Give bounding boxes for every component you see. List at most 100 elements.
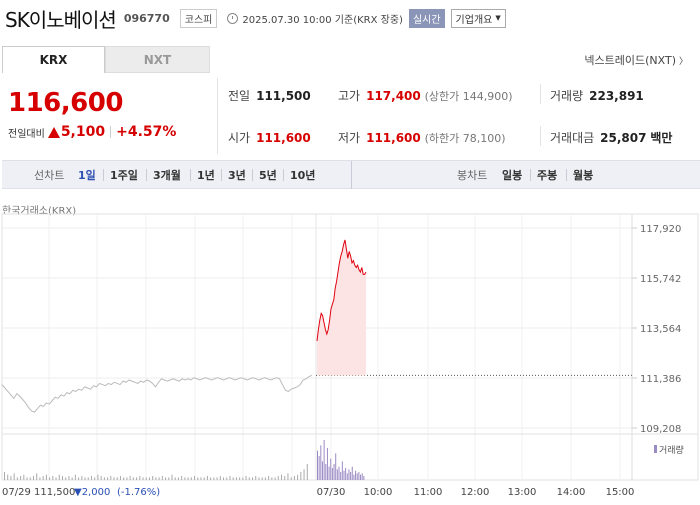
volume-bar (194, 476, 196, 480)
data-source: 한국거래소(KRX) (2, 206, 77, 217)
volume-bar (20, 476, 22, 480)
volume-bar (161, 476, 163, 480)
volume-bars (4, 440, 365, 480)
volume-bar (197, 477, 199, 480)
nxt-link[interactable]: 넥스트레이드(NXT) 〉 (584, 52, 688, 68)
volume-bar (97, 474, 99, 480)
candle-weekly[interactable]: 주봉 (537, 169, 558, 182)
stat-volume: 거래량 223,891 (550, 87, 644, 104)
period-3y[interactable]: 3년 (228, 169, 246, 182)
chevron-right-icon: 〉 (678, 57, 688, 67)
stat-high: 고가 117,400 (상한가 144,900) (338, 87, 513, 104)
volume-bar (171, 474, 173, 480)
volume-bar (90, 476, 92, 480)
volume-bar (268, 476, 270, 480)
volume-bar (65, 477, 67, 480)
volume-bar (126, 477, 128, 480)
x-tick-label: 12:00 (461, 487, 490, 498)
volume-bar (71, 477, 73, 480)
period-3m[interactable]: 3개월 (153, 169, 181, 182)
volume-bar (139, 476, 141, 480)
volume-bar (200, 477, 202, 480)
volume-bar (353, 474, 355, 480)
volume-bar (229, 476, 231, 480)
volume-bar (306, 464, 308, 480)
tab-krx[interactable]: KRX (2, 46, 105, 73)
stat-value: 117,400 (366, 89, 421, 103)
volume-bar (264, 477, 266, 480)
stat-low: 저가 111,600 (하한가 78,100) (338, 129, 506, 146)
x-tick-label: 13:00 (508, 487, 537, 498)
divider (221, 169, 222, 181)
volume-bar (123, 477, 125, 480)
y-tick-label: 113,564 (640, 324, 681, 335)
stat-value: 111,500 (256, 89, 311, 103)
volume-bar (142, 477, 144, 480)
current-price: 116,600 (8, 88, 123, 118)
period-10y[interactable]: 10년 (290, 169, 316, 182)
volume-bar (87, 477, 89, 480)
volume-bar (213, 477, 215, 480)
period-1y[interactable]: 1년 (197, 169, 215, 182)
divider (252, 169, 253, 181)
volume-bar (110, 476, 112, 480)
stock-name: SK이노베이션 (5, 7, 117, 32)
volume-bar (103, 477, 105, 480)
volume-bar (346, 473, 348, 480)
volume-bar (290, 477, 292, 480)
divider (566, 169, 567, 181)
line-chart-label: 선차트 (34, 169, 65, 182)
x-tick-label: 07/30 (317, 487, 346, 498)
volume-bar (232, 477, 234, 480)
volume-bar (223, 477, 225, 480)
realtime-button[interactable]: 실시간 (408, 8, 445, 28)
candle-monthly[interactable]: 월봉 (573, 169, 594, 182)
volume-bar (116, 477, 118, 480)
footer-prev-change: ▼2,000 (74, 487, 110, 498)
candle-daily[interactable]: 일봉 (502, 169, 523, 182)
volume-bar (210, 477, 212, 480)
y-tick-label: 117,920 (640, 224, 681, 235)
nxt-link-label: 넥스트레이드(NXT) (584, 54, 676, 67)
series-today-area (317, 239, 366, 376)
divider (217, 78, 218, 154)
volume-bar (318, 456, 320, 480)
stat-amount: 거래대금 25,807 백만 (550, 129, 672, 146)
stat-value: 223,891 (589, 89, 644, 103)
volume-bar (248, 477, 250, 480)
volume-bar (36, 473, 38, 480)
stat-value: 111,600 (256, 131, 311, 145)
volume-legend-swatch (654, 445, 657, 453)
volume-bar (7, 474, 9, 480)
volume-bar (100, 476, 102, 480)
candle-chart-label: 봉차트 (457, 169, 488, 182)
volume-bar (356, 473, 358, 480)
up-arrow-icon (47, 126, 60, 138)
period-1w[interactable]: 1주일 (110, 169, 138, 182)
chart-frame (1, 213, 699, 481)
volume-bar (326, 448, 328, 480)
period-5y[interactable]: 5년 (259, 169, 277, 182)
footer-prev-pct: (-1.76%) (117, 487, 160, 498)
volume-bar (261, 477, 263, 480)
volume-bar (29, 477, 31, 480)
volume-bar (206, 476, 208, 480)
stat-open: 시가 111,600 (228, 129, 311, 146)
volume-bar (287, 473, 289, 480)
period-1d[interactable]: 1일 (78, 169, 96, 182)
chart-footer: 07/29 111,500▼2,000 (-1.76%) (2, 487, 160, 498)
volume-bar (16, 477, 18, 480)
volume-bar (320, 445, 322, 480)
volume-bar (84, 477, 86, 480)
clock-icon (227, 12, 239, 24)
company-overview-button[interactable]: 기업개요 ▼ (450, 8, 506, 28)
divider (351, 161, 352, 189)
timestamp: 2025.07.30 10:00 기준(KRX 장중) (242, 14, 403, 26)
stat-label: 전일 (228, 89, 251, 103)
stat-label: 거래대금 (550, 131, 595, 145)
tab-nxt[interactable]: NXT (105, 46, 210, 73)
divider (146, 169, 147, 181)
volume-bar (255, 476, 257, 480)
volume-bar (49, 477, 51, 480)
upper-limit: (상한가 144,900) (424, 90, 513, 103)
